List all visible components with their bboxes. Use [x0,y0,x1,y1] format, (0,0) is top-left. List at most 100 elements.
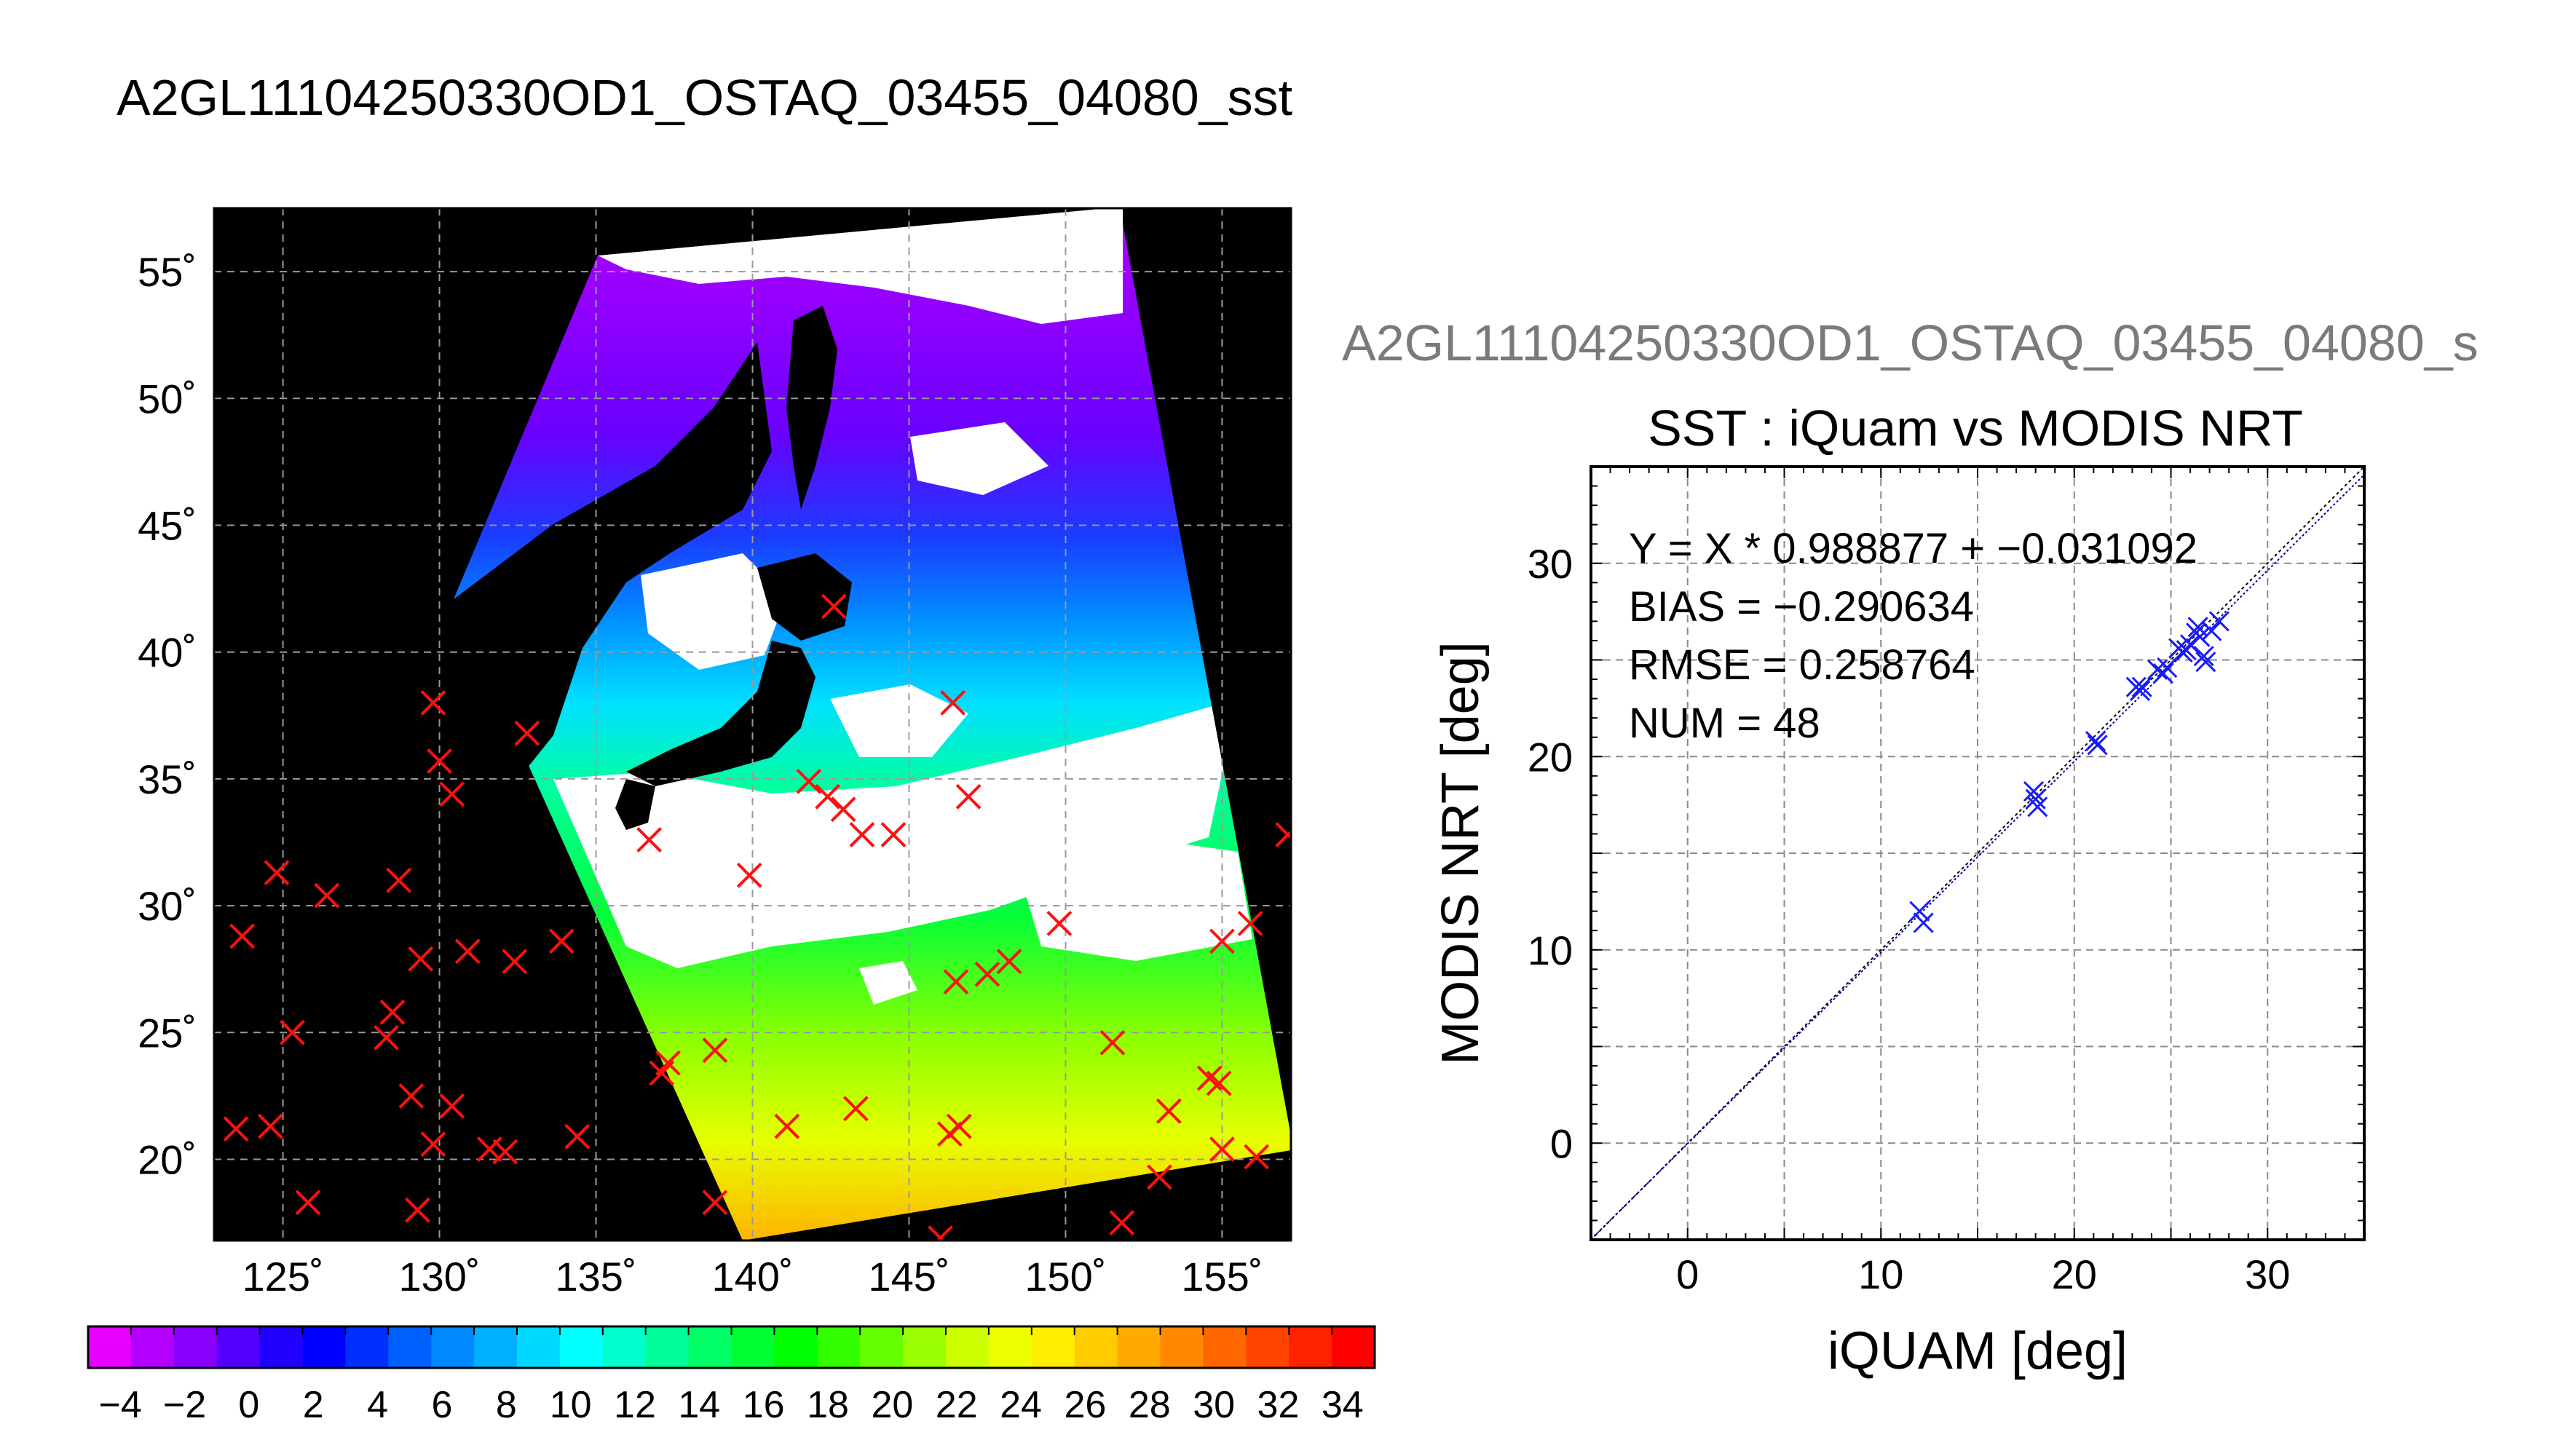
land-hokkaido [757,553,852,641]
obs-marker [928,1225,953,1241]
obs-marker [476,1136,502,1162]
scatter-point [1913,912,1934,933]
obs-marker [955,783,982,810]
colorbar-label: 10 [550,1384,592,1426]
obs-marker [257,1113,283,1139]
scatter-point [2195,652,2216,673]
map-x-tick-label: 125˚ [242,1254,324,1299]
obs-marker [439,1093,465,1119]
colorbar: −4 −2 0 2 4 6 8 10 12 14 16 18 20 22 24 26 28 30 32 34 [87,1325,1376,1426]
obs-marker [796,768,822,794]
scatter-point [2087,735,2108,756]
obs-marker [229,923,256,949]
colorbar-cell [1332,1326,1375,1368]
obs-marker [702,1037,728,1064]
colorbar-cell [559,1326,604,1368]
map-x-tick-label: 150˚ [1024,1254,1106,1299]
scatter-point [2189,626,2211,647]
scatter-x-tick-label: 10 [1858,1251,1903,1297]
obs-marker [492,1139,518,1165]
colorbar-cell [1289,1326,1332,1368]
colorbar-cell [388,1326,432,1368]
map-x-tick-label: 135˚ [555,1254,636,1299]
map-y-tick-label: 20˚ [138,1137,197,1183]
obs-marker [264,860,290,886]
scatter-point [2027,796,2048,818]
identity-line [1590,466,2365,1241]
cloud-mask-north [598,208,1123,324]
colorbar-cell [302,1326,346,1368]
scatter-point [2025,788,2046,810]
obs-marker [815,783,841,810]
land-kyushu [615,779,655,830]
obs-marker [564,1123,591,1150]
colorbar-cell [345,1326,389,1368]
land-sakhalin [786,306,837,510]
colorbar-cell [216,1326,261,1368]
scatter-point [2208,611,2230,632]
colorbar-cell [903,1326,947,1368]
cloud-mask-band-2 [830,684,968,757]
map-x-tick-label: 140˚ [711,1254,793,1299]
obs-marker [314,882,340,909]
colorbar-label: 2 [303,1384,324,1426]
colorbar-cell [688,1326,732,1368]
obs-marker [830,796,856,823]
colorbar-cell [1203,1326,1247,1368]
scatter-point [1909,901,1930,922]
obs-marker [880,822,907,847]
scatter-point [2179,634,2201,655]
colorbar-cell [1160,1326,1204,1368]
obs-marker [702,1190,728,1216]
cloud-mask-band-3 [1019,837,1252,961]
scatter-title: SST : iQuam vs MODIS NRT [1648,400,2303,456]
colorbar-cell [946,1326,990,1368]
map-x-tick-label: 155˚ [1181,1254,1263,1299]
colorbar-cell [731,1326,775,1368]
colorbar-cell [431,1326,475,1368]
sst-map-panel: 125˚ 130˚ 135˚ 140˚ 145˚ 150˚ 155˚ 55˚ 50˚ 45˚ 40˚… [138,207,1292,1299]
colorbar-label: −2 [163,1384,206,1426]
colorbar-cell [259,1326,303,1368]
colorbar-cell [817,1326,861,1368]
map-y-tick-label: 40˚ [138,630,197,676]
map-y-tick-label: 35˚ [138,756,197,802]
obs-marker [420,1131,446,1158]
obs-marker [408,946,434,972]
obs-marker [774,1113,800,1139]
obs-marker [1275,822,1291,847]
colorbar-frame [87,1325,1376,1369]
scatter-panel: A2GL11104250330OD1_OSTAQ_03455_04080_s S… [1342,314,2479,1380]
scatter-point [2023,780,2045,802]
scatter-y-tick-label: 20 [1528,734,1573,780]
colorbar-label: 16 [743,1384,785,1426]
colorbar-cell [774,1326,818,1368]
obs-marker [946,1113,972,1139]
obs-marker [940,689,966,716]
map-y-tick-label: 30˚ [138,883,197,929]
obs-marker [514,720,540,746]
scatter-xlabel: iQUAM [deg] [1828,1322,2128,1380]
obs-marker [1237,911,1263,936]
obs-marker [374,1024,399,1051]
colorbar-label: 28 [1129,1384,1171,1426]
obs-markers [223,593,1291,1241]
obs-marker [842,1096,869,1122]
map-y-tick-label: 50˚ [138,376,197,422]
obs-marker [405,1197,430,1223]
colorbar-cells [88,1326,1375,1368]
colorbar-cell [1246,1326,1290,1368]
scatter-reference-lines [1590,466,2365,1241]
scatter-point [2085,730,2106,752]
obs-marker [636,827,663,852]
colorbar-label: 12 [614,1384,656,1426]
colorbar-cell [988,1326,1032,1368]
map-x-tick-label: 130˚ [399,1254,481,1299]
scatter-point [2193,646,2214,667]
obs-marker [1209,1136,1235,1162]
cloud-mask-patch [641,553,786,670]
colorbar-cell [645,1326,690,1368]
colorbar-label: 14 [678,1384,720,1426]
scatter-ylabel: MODIS NRT [deg] [1431,641,1490,1065]
